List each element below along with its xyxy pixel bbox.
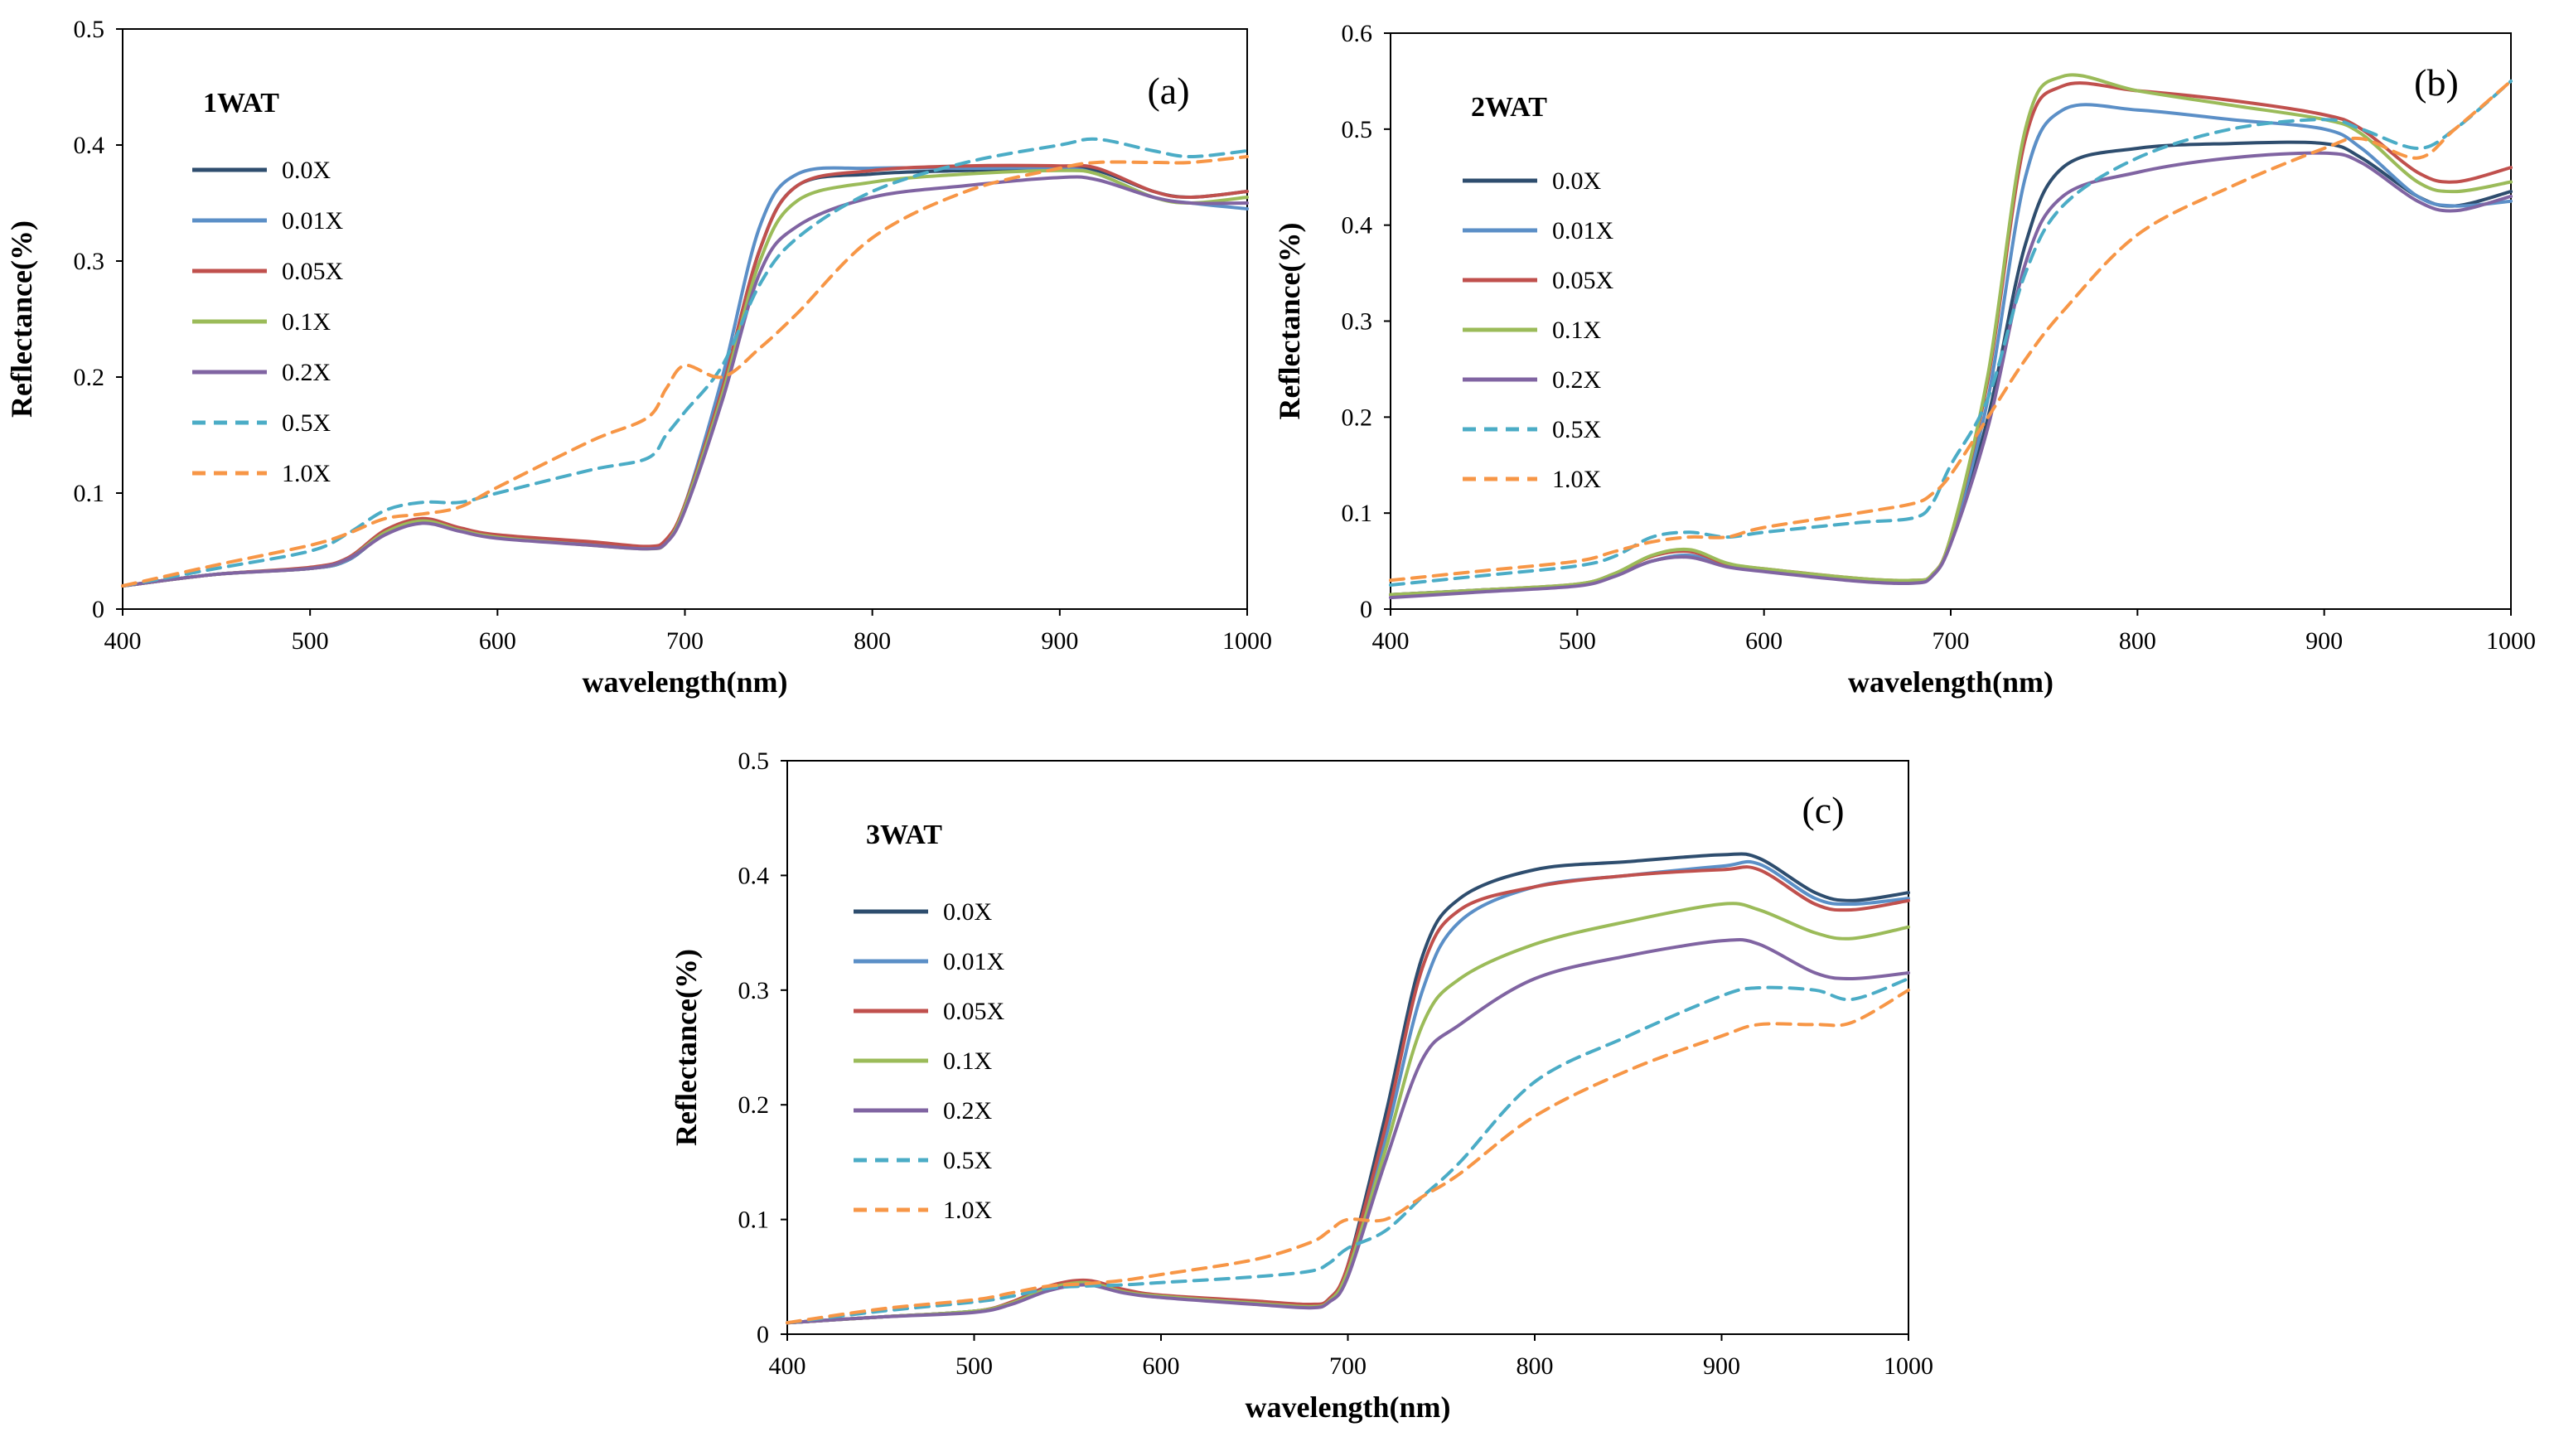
legend-label: 0.5X [282,409,331,437]
panel-letter: (a) [1147,70,1189,112]
y-tick-label: 0.6 [1342,20,1373,47]
y-tick-label: 0.1 [1342,500,1373,527]
y-tick-label: 0.4 [74,132,105,159]
x-axis-label: wavelength(nm) [583,665,788,699]
x-tick-label: 800 [1517,1352,1554,1380]
x-tick-label: 900 [1703,1352,1740,1380]
legend-label: 0.01X [943,948,1005,975]
x-tick-label: 900 [1041,627,1078,655]
y-tick-label: 0 [1360,596,1372,623]
legend-label: 0.01X [1552,217,1614,244]
legend-label: 1.0X [1552,466,1602,493]
legend-label: 0.2X [282,359,331,386]
series-group [121,137,1249,588]
x-tick-label: 600 [479,627,516,655]
legend: 0.0X 0.01X 0.05X 0.1X 0.2X 0.5X 1.0X [854,898,1005,1224]
series-line-0-2X [121,175,1249,588]
legend-label: 0.05X [1552,267,1614,294]
y-tick-label: 0.4 [738,862,770,889]
x-tick-label: 700 [666,627,704,655]
legend: 0.0X 0.01X 0.05X 0.1X 0.2X 0.5X 1.0X [1463,167,1614,493]
panel-title: 3WAT [866,820,942,850]
x-tick-label: 500 [1559,627,1596,655]
y-tick-label: 0 [92,596,104,623]
series-group [786,852,1910,1325]
x-tick-label: 900 [2305,627,2343,655]
x-tick-label: 700 [1933,627,1970,655]
panel-letter: (b) [2414,61,2459,104]
legend-label: 0.05X [943,998,1005,1025]
series-line-1-0X [786,988,1910,1325]
series-line-0-5X [786,977,1910,1325]
x-tick-label: 600 [1143,1352,1180,1380]
x-tick-label: 800 [2119,627,2156,655]
chart-panel-2: 400 500 600 700 800 900 1000 0 0.1 0.2 0.3 0.4 0.5 0.… [1273,20,2536,699]
series-line-1-0X [1389,79,2513,583]
legend-label: 0.5X [943,1147,993,1174]
legend-label: 0.2X [943,1097,993,1125]
y-tick-label: 0.3 [738,977,770,1004]
x-axis-label: wavelength(nm) [1246,1391,1451,1424]
y-axis-label: Reflectance(%) [670,949,703,1146]
y-tick-label: 0.3 [74,248,105,275]
panel-title: 1WAT [203,88,279,119]
y-tick-label: 0.5 [74,16,105,43]
y-tick-label: 0 [757,1321,769,1348]
legend-label: 0.1X [943,1047,993,1075]
y-tick-label: 0.2 [74,364,105,391]
legend-label: 0.05X [282,258,344,285]
x-tick-label: 400 [104,627,142,655]
x-tick-label: 800 [854,627,891,655]
series-line-1-0X [121,155,1249,588]
legend-label: 1.0X [943,1197,993,1224]
legend-label: 0.2X [1552,366,1602,394]
legend-label: 0.0X [943,898,993,926]
y-tick-label: 0.2 [1342,404,1373,431]
x-tick-label: 400 [1372,627,1410,655]
y-tick-label: 0.4 [1342,212,1373,239]
series-group [1389,73,2513,600]
x-tick-label: 700 [1329,1352,1367,1380]
y-tick-label: 0.2 [738,1091,770,1119]
y-axis-label: Reflectance(%) [1273,223,1306,420]
x-tick-label: 1000 [1222,627,1272,655]
x-tick-label: 500 [292,627,329,655]
x-tick-label: 400 [769,1352,806,1380]
legend-label: 0.0X [282,157,331,184]
panel-letter: (c) [1802,789,1844,831]
x-tick-label: 500 [955,1352,993,1380]
chart-panel-3: 400 500 600 700 800 900 1000 0 0.1 0.2 0.3 0.4 0.5 wa… [670,747,1933,1424]
y-tick-label: 0.1 [74,480,105,507]
series-line-0-2X [1389,151,2513,600]
x-tick-label: 1000 [2486,627,2536,655]
legend-label: 0.5X [1552,416,1602,443]
legend-label: 1.0X [282,460,331,487]
legend-label: 0.01X [282,207,344,235]
series-line-0-2X [786,937,1910,1325]
x-axis-label: wavelength(nm) [1848,665,2053,699]
y-tick-label: 0.5 [738,747,770,775]
panel-title: 2WAT [1471,92,1547,123]
x-tick-label: 600 [1745,627,1783,655]
legend-label: 0.1X [282,308,331,336]
y-tick-label: 0.3 [1342,308,1373,336]
y-tick-label: 0.1 [738,1207,770,1234]
series-line-0-05X [786,865,1910,1325]
legend-label: 0.1X [1552,317,1602,344]
x-tick-label: 1000 [1884,1352,1933,1380]
y-tick-label: 0.5 [1342,116,1373,143]
series-line-0-5X [121,137,1249,588]
chart-panel-1: 400 500 600 700 800 900 1000 0 0.1 0.2 0.3 0.4 0.5 wa… [5,16,1272,699]
legend-label: 0.0X [1552,167,1602,195]
legend: 0.0X 0.01X 0.05X 0.1X 0.2X 0.5X 1.0X [192,157,344,487]
y-axis-label: Reflectance(%) [5,220,38,418]
series-line-0-01X [786,859,1910,1325]
